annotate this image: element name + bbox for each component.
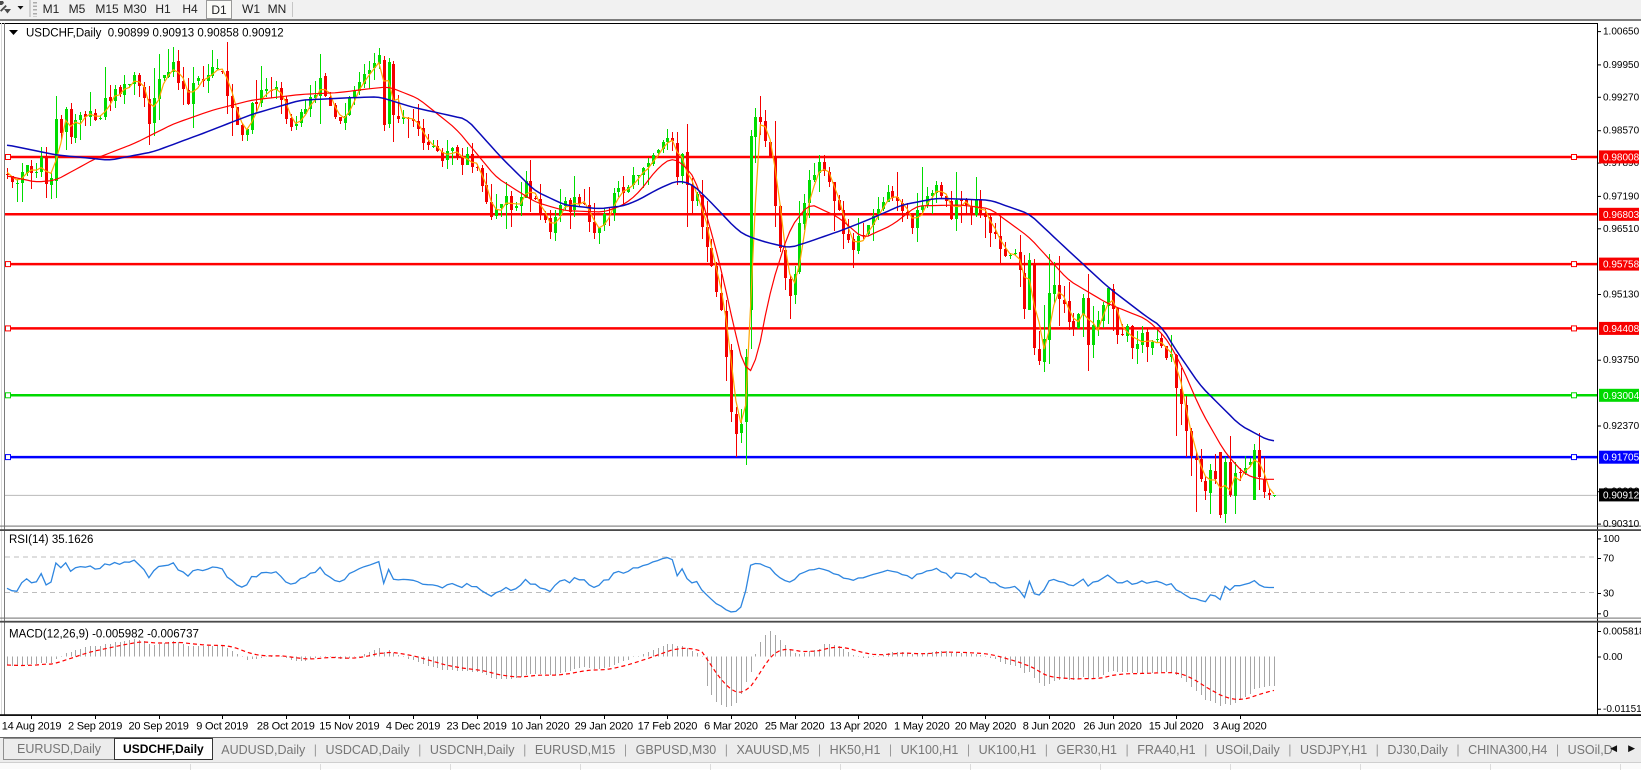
svg-text:2 Sep 2019: 2 Sep 2019 <box>68 721 122 733</box>
svg-text:8 Jun 2020: 8 Jun 2020 <box>1023 721 1076 733</box>
svg-text:0.00: 0.00 <box>1603 652 1623 663</box>
svg-text:6 Mar 2020: 6 Mar 2020 <box>704 721 758 733</box>
svg-text:9 Oct 2019: 9 Oct 2019 <box>196 721 248 733</box>
svg-text:USDCHF,Daily 0.90899 0.90913: USDCHF,Daily 0.90899 0.90913 0.90858 0.9… <box>26 28 284 40</box>
svg-text:0.97890: 0.97890 <box>1603 158 1640 169</box>
svg-text:0.98008: 0.98008 <box>1603 152 1640 163</box>
svg-text:0.91705: 0.91705 <box>1603 453 1640 464</box>
svg-text:3 Aug 2020: 3 Aug 2020 <box>1213 721 1267 733</box>
svg-text:0.98570: 0.98570 <box>1603 126 1640 137</box>
svg-text:0.99270: 0.99270 <box>1603 92 1640 103</box>
svg-text:29 Jan 2020: 29 Jan 2020 <box>575 721 633 733</box>
svg-text:30: 30 <box>1603 589 1615 600</box>
svg-text:0.96510: 0.96510 <box>1603 224 1640 235</box>
svg-text:0: 0 <box>1603 609 1609 620</box>
svg-text:0.93750: 0.93750 <box>1603 355 1640 366</box>
svg-text:-0.011514: -0.011514 <box>1603 704 1641 715</box>
svg-text:0.95758: 0.95758 <box>1603 260 1640 271</box>
svg-text:0.99950: 0.99950 <box>1603 60 1640 71</box>
svg-text:0.97190: 0.97190 <box>1603 191 1640 202</box>
svg-text:0.93004: 0.93004 <box>1603 391 1640 402</box>
svg-text:0.005818: 0.005818 <box>1603 627 1641 638</box>
svg-text:25 Mar 2020: 25 Mar 2020 <box>765 721 825 733</box>
svg-text:70: 70 <box>1603 554 1615 565</box>
svg-text:28 Oct 2019: 28 Oct 2019 <box>257 721 315 733</box>
svg-text:14 Aug 2019: 14 Aug 2019 <box>2 721 62 733</box>
svg-text:0.95130: 0.95130 <box>1603 290 1640 301</box>
svg-text:1.00650: 1.00650 <box>1603 27 1640 38</box>
svg-text:RSI(14) 35.1626: RSI(14) 35.1626 <box>9 534 93 546</box>
svg-text:17 Feb 2020: 17 Feb 2020 <box>638 721 698 733</box>
svg-text:100: 100 <box>1603 534 1620 545</box>
svg-text:0.90912: 0.90912 <box>1603 490 1640 501</box>
svg-text:20 May 2020: 20 May 2020 <box>955 721 1016 733</box>
svg-text:MACD(12,26,9) -0.005982 -0.006: MACD(12,26,9) -0.005982 -0.006737 <box>9 629 199 641</box>
svg-text:15 Nov 2019: 15 Nov 2019 <box>319 721 379 733</box>
svg-text:1 May 2020: 1 May 2020 <box>894 721 950 733</box>
svg-text:0.96803: 0.96803 <box>1603 210 1640 221</box>
svg-text:10 Jan 2020: 10 Jan 2020 <box>511 721 569 733</box>
svg-text:13 Apr 2020: 13 Apr 2020 <box>830 721 887 733</box>
svg-text:20 Sep 2019: 20 Sep 2019 <box>128 721 188 733</box>
svg-text:23 Dec 2019: 23 Dec 2019 <box>447 721 507 733</box>
svg-text:0.92370: 0.92370 <box>1603 421 1640 432</box>
svg-text:15 Jul 2020: 15 Jul 2020 <box>1149 721 1204 733</box>
svg-text:0.90310: 0.90310 <box>1603 519 1640 530</box>
svg-text:26 Jun 2020: 26 Jun 2020 <box>1083 721 1141 733</box>
svg-text:4 Dec 2019: 4 Dec 2019 <box>386 721 440 733</box>
svg-text:0.94408: 0.94408 <box>1603 324 1640 335</box>
